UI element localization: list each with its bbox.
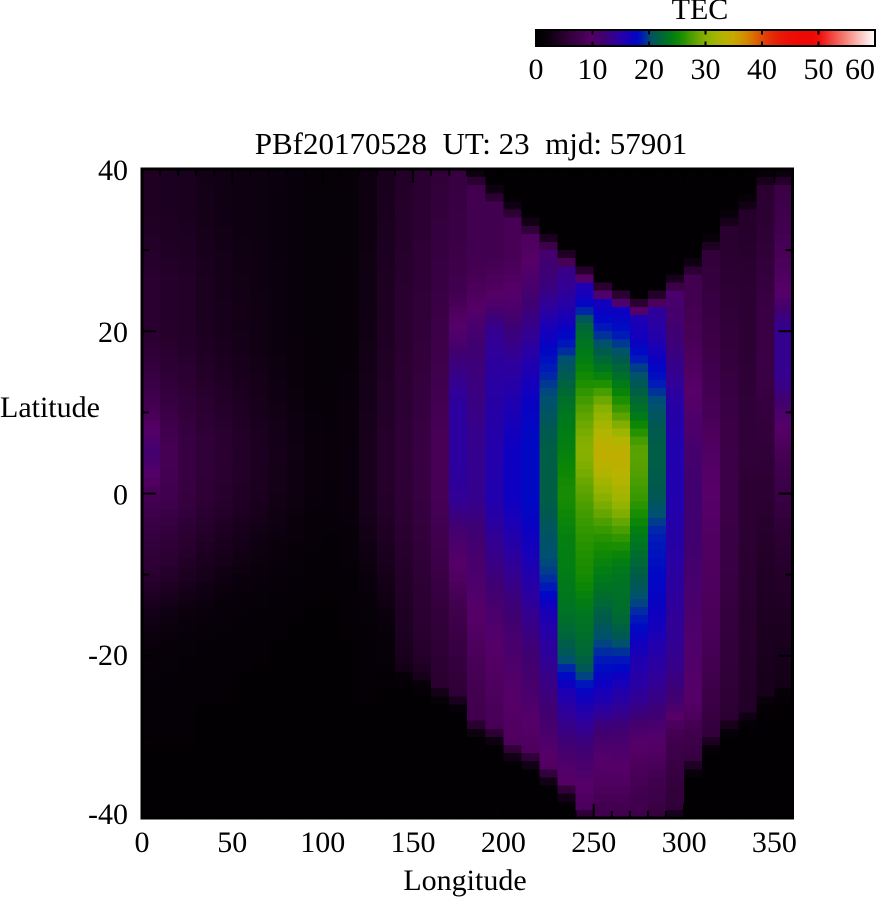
svg-text:20: 20 (634, 53, 664, 86)
svg-text:10: 10 (578, 53, 608, 86)
svg-text:0: 0 (113, 479, 128, 512)
svg-text:150: 150 (391, 826, 436, 859)
svg-text:60: 60 (845, 53, 875, 86)
svg-text:300: 300 (662, 826, 707, 859)
svg-text:-20: -20 (88, 639, 128, 672)
svg-text:0: 0 (529, 53, 544, 86)
svg-text:100: 100 (300, 826, 345, 859)
svg-text:20: 20 (98, 316, 128, 349)
svg-text:50: 50 (804, 53, 834, 86)
svg-text:PBf20170528 UT: 23 mjd: 5790: PBf20170528 UT: 23 mjd: 57901 (255, 126, 687, 161)
svg-text:0: 0 (135, 826, 150, 859)
svg-text:250: 250 (571, 826, 616, 859)
svg-text:40: 40 (98, 154, 128, 187)
svg-text:40: 40 (747, 53, 777, 86)
svg-text:200: 200 (481, 826, 526, 859)
svg-text:350: 350 (752, 826, 797, 859)
svg-text:TEC: TEC (672, 0, 729, 26)
svg-text:50: 50 (217, 826, 247, 859)
svg-text:Latitude: Latitude (0, 391, 100, 424)
svg-text:Longitude: Longitude (403, 864, 526, 897)
svg-text:-40: -40 (88, 798, 128, 831)
svg-text:30: 30 (691, 53, 721, 86)
